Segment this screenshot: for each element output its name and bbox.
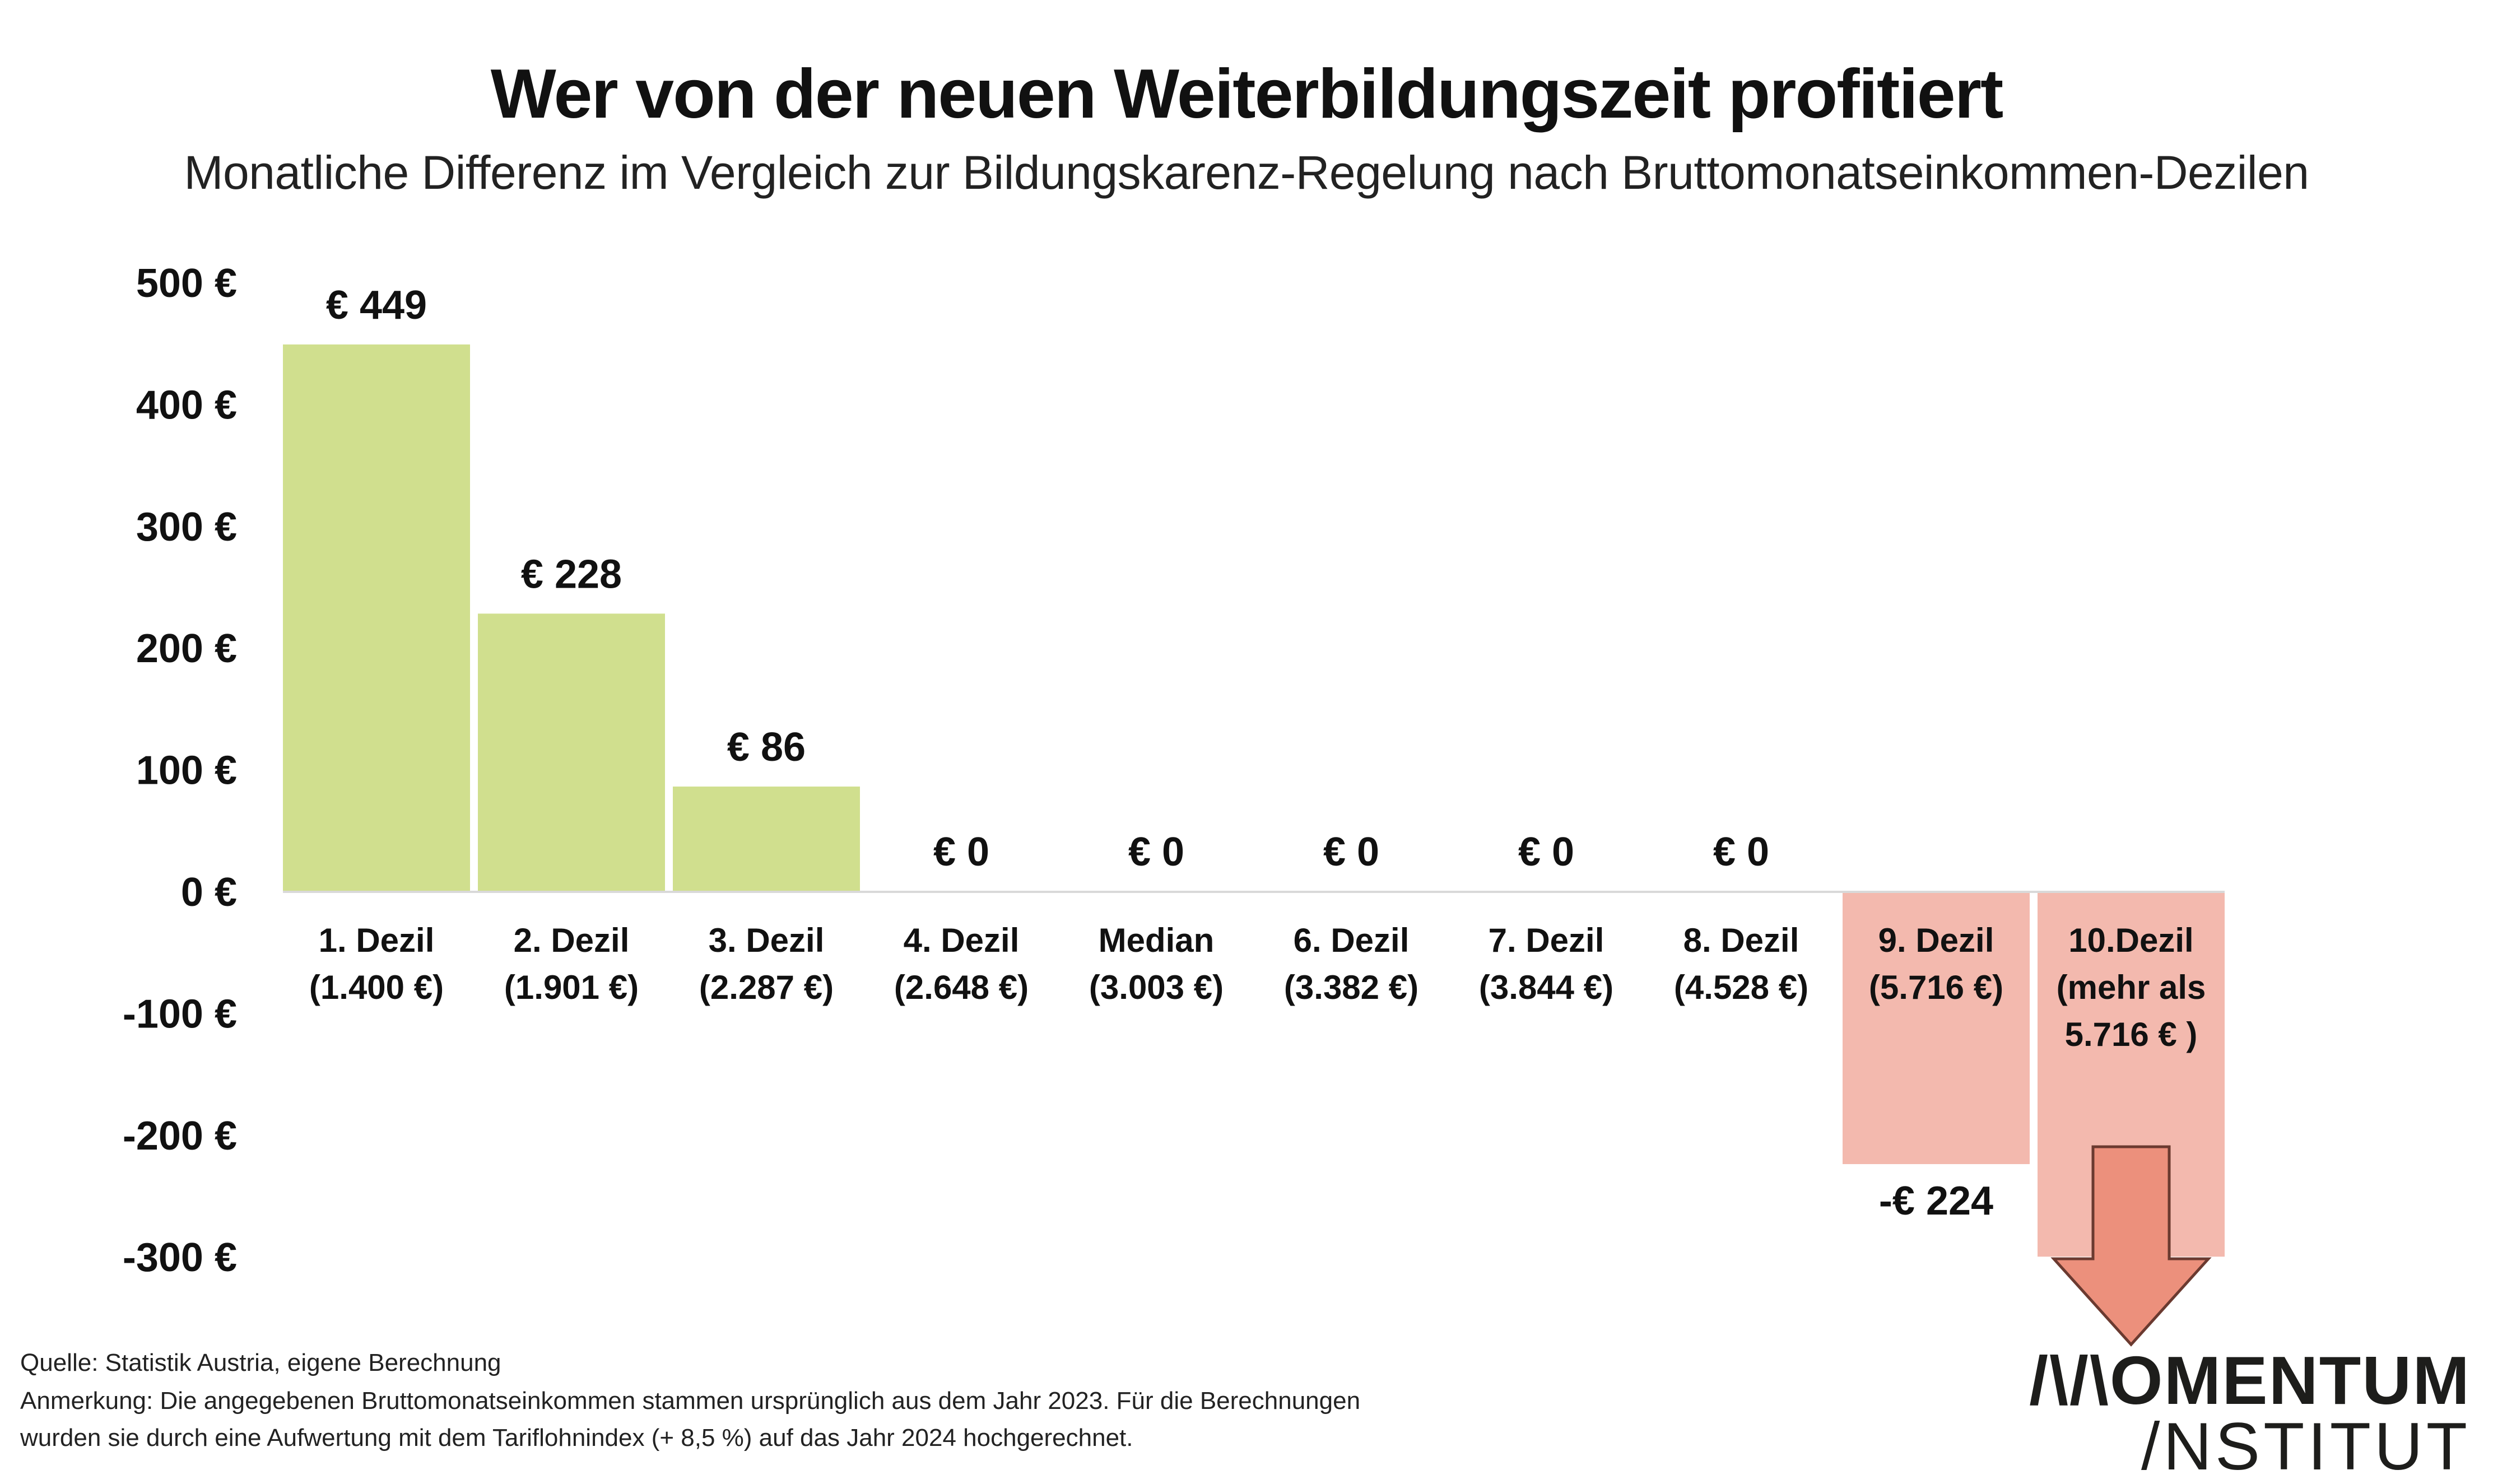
y-tick-label: 300 € [136,505,237,550]
category-label: 7. Dezil [1489,922,1604,959]
logo-line2: /NSTITUT [2141,1409,2471,1484]
y-tick-label: -200 € [123,1114,237,1159]
category-label: (5.716 €) [1869,969,2003,1006]
category-label: (2.648 €) [894,969,1029,1006]
value-label: € 449 [326,283,427,328]
category-label: 8. Dezil [1683,922,1799,959]
value-label: € 0 [1128,830,1184,874]
category-label: (4.528 €) [1674,969,1808,1006]
category-label: (mehr als [2057,969,2206,1006]
category-labels: 1. Dezil (1.400 €) 2. Dezil (1.901 €) 3. Dez… [309,922,2206,1053]
bar [478,613,665,891]
value-label: € 228 [521,552,622,597]
category-label: (1.400 €) [309,969,444,1006]
category-label: 5.716 € ) [2065,1016,2198,1053]
category-label: (3.844 €) [1479,969,1613,1006]
logo-line1: /\/\OMENTUM [2029,1342,2471,1418]
category-label: 2. Dezil [514,922,630,959]
category-label: 6. Dezil [1294,922,1410,959]
value-labels: € 449 € 228 € 86 € 0 € 0 € 0 € 0 € 0 -€ 224 [326,283,1993,1224]
y-tick-label: -100 € [123,992,237,1036]
y-tick-label: 500 € [136,261,237,306]
value-label: € 0 [1713,830,1769,874]
bar [283,344,470,891]
y-axis: 500 € 400 € 300 € 200 € 100 € 0 € -100 € -200 €… [123,261,237,1280]
category-label: (2.287 €) [699,969,834,1006]
chart-title: Wer von der neuen Weiterbildungszeit pro… [490,55,2004,133]
y-tick-label: 200 € [136,626,237,671]
y-tick-label: 400 € [136,383,237,427]
value-label: € 86 [727,725,806,770]
momentum-institut-logo: /\/\OMENTUM /NSTITUT [2029,1342,2471,1484]
category-label: Median [1099,922,1215,959]
value-label: € 0 [1518,830,1574,874]
chart-subtitle: Monatliche Differenz im Vergleich zur Bi… [184,146,2309,199]
bars [283,344,2225,1257]
annotation-note-line2: wurden sie durch eine Aufwertung mit dem… [20,1424,1133,1452]
value-label: € 0 [933,830,989,874]
bar [673,787,860,891]
bar [1843,891,2030,1164]
category-label: 1. Dezil [319,922,435,959]
category-label: 9. Dezil [1878,922,1994,959]
category-label: (3.382 €) [1284,969,1418,1006]
category-label: (1.901 €) [504,969,639,1006]
annotation-note-line1: Anmerkung: Die angegebenen Bruttomonatse… [20,1387,1361,1415]
category-label: 3. Dezil [709,922,825,959]
down-arrow-icon [2050,1145,2212,1347]
y-tick-label: -300 € [123,1235,237,1280]
y-tick-label: 100 € [136,748,237,793]
category-label: 10.Dezil [2068,922,2193,959]
category-label: (3.003 €) [1089,969,1224,1006]
value-label: -€ 224 [1879,1179,1993,1224]
category-label: 4. Dezil [904,922,1020,959]
value-label: € 0 [1323,830,1379,874]
source-note: Quelle: Statistik Austria, eigene Berech… [20,1349,501,1376]
y-tick-label: 0 € [181,870,237,915]
arrow-down-shape [2050,1145,2212,1347]
